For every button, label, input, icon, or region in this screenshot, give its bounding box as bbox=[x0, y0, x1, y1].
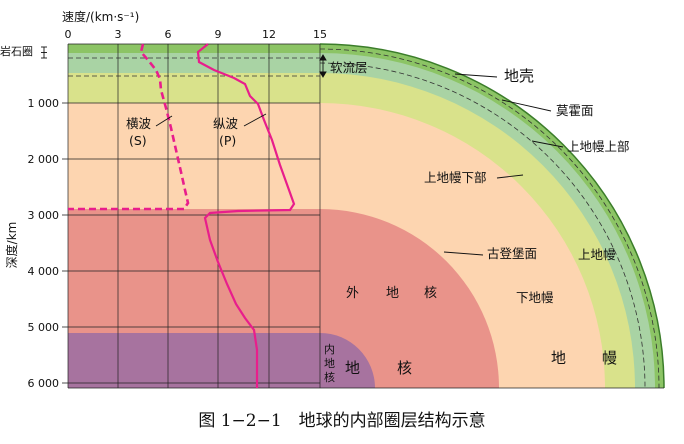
crust-boundary-dash-arc bbox=[319, 48, 660, 389]
velocity-tick: 12 bbox=[262, 28, 276, 41]
velocity-tick: 6 bbox=[165, 28, 172, 41]
p-wave-name: 纵波 bbox=[213, 116, 239, 131]
velocity-tick: 9 bbox=[215, 28, 222, 41]
asthenosphere-bracket bbox=[319, 54, 327, 78]
velocity-tick: 0 bbox=[65, 28, 72, 41]
velocity-tick-labels: 0 3 6 9 12 15 bbox=[65, 28, 328, 41]
upper-mantle-label: 上地幔 bbox=[578, 247, 616, 262]
lithosphere-label: 岩石圈 bbox=[0, 44, 33, 58]
s-wave-name: 横波 bbox=[126, 116, 152, 131]
mantle-char-2: 幔 bbox=[602, 349, 617, 367]
depth-tick-marks bbox=[62, 102, 68, 384]
core-char-1: 地 bbox=[345, 359, 360, 377]
s-wave-code: (S) bbox=[129, 133, 147, 148]
s-wave-leader bbox=[155, 115, 173, 127]
outer-core-char-3: 核 bbox=[424, 286, 437, 301]
lithosphere-bracket bbox=[41, 46, 47, 59]
crust-label: 地壳 bbox=[504, 67, 534, 85]
velocity-tick: 3 bbox=[115, 28, 122, 41]
depth-tick: 3 000 bbox=[28, 209, 60, 222]
mantle-char-1: 地 bbox=[551, 349, 566, 367]
moho-label: 莫霍面 bbox=[556, 103, 594, 118]
asthenosphere-label: 软流层 bbox=[330, 60, 368, 75]
s-wave-curve bbox=[68, 43, 190, 211]
p-wave-code: (P) bbox=[219, 133, 236, 148]
depth-tick: 1 000 bbox=[28, 97, 60, 110]
upper-mantle-lower-label: 上地幔下部 bbox=[424, 170, 487, 185]
inner-core-char-3: 核 bbox=[324, 370, 335, 384]
depth-tick: 5 000 bbox=[28, 321, 60, 334]
velocity-tick: 15 bbox=[313, 28, 327, 41]
depth-tick: 2 000 bbox=[28, 153, 60, 166]
upper-mantle-lower-leader bbox=[496, 174, 524, 179]
upper-mantle-top-leader bbox=[531, 140, 564, 148]
velocity-axis-label: 速度/(km·s⁻¹) bbox=[62, 9, 139, 24]
p-wave-curve bbox=[196, 43, 296, 388]
upper-mantle-top-label: 上地幔上部 bbox=[567, 139, 630, 154]
depth-tick: 6 000 bbox=[28, 377, 60, 390]
velocity-grid bbox=[67, 43, 664, 389]
inner-core-char-1: 内 bbox=[324, 342, 335, 356]
outer-core-char-2: 地 bbox=[386, 286, 399, 301]
depth-tick: 4 000 bbox=[28, 265, 60, 278]
moho-leader bbox=[501, 99, 552, 112]
depth-axis-label: 深度/km bbox=[4, 222, 19, 269]
figure-caption: 图 1−2−1 地球的内部圈层结构示意 bbox=[198, 411, 485, 431]
earth-outline bbox=[319, 43, 665, 389]
p-wave-leader bbox=[243, 113, 267, 127]
outer-core-char-1: 外 bbox=[346, 286, 359, 301]
gutenberg-label: 古登堡面 bbox=[487, 246, 537, 261]
inner-core-char-2: 地 bbox=[324, 357, 335, 370]
core-char-2: 核 bbox=[397, 359, 412, 377]
depth-tick-labels: 1 000 2 000 3 000 4 000 5 000 6 000 bbox=[28, 97, 60, 390]
gutenberg-leader bbox=[443, 251, 484, 256]
crust-leader bbox=[454, 73, 498, 78]
lower-mantle-label: 下地幔 bbox=[516, 290, 554, 305]
upper-mantle-dash-arc bbox=[319, 62, 646, 389]
inner-core-band bbox=[68, 333, 375, 388]
